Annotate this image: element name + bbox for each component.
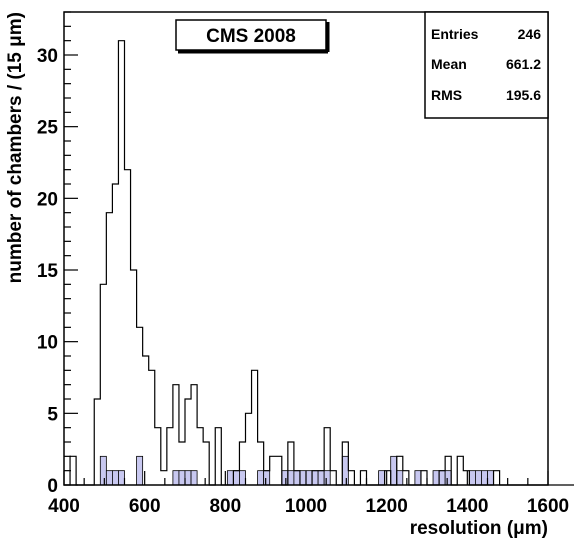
highlight-bar [263,470,271,486]
highlight-bar [112,470,119,486]
stats-entries-value: 246 [518,26,542,42]
stats-mean-value: 661.2 [506,56,541,72]
highlight-bar [184,470,192,486]
highlight-bar [438,470,446,486]
x-axis-label: resolution (μm) [410,518,548,539]
y-axis-label: number of chambers / (15 μm) [5,12,26,283]
highlight-bar [281,470,289,486]
highlight-bar [136,455,144,486]
highlight-bar [299,470,307,486]
x-tick-label: 1600 [527,496,569,517]
y-tick-label: 0 [47,476,58,497]
highlight-bar [257,470,265,486]
x-tick-label: 1400 [446,496,488,517]
stats-rms-value: 195.6 [506,87,541,103]
highlight-bar [178,470,186,486]
highlight-bar [226,470,234,486]
y-axis: 0 5 10 15 20 25 30 [37,11,78,497]
highlight-bar [118,470,125,486]
highlight-bar [311,470,319,486]
stats-box [424,11,549,119]
highlight-bar [474,470,482,486]
highlight-bar [105,470,113,486]
x-axis: 400 600 800 1000 1200 1400 1600 [48,471,569,517]
highlight-bar [396,470,404,486]
highlight-bar [390,455,398,486]
highlight-bar [481,470,488,486]
highlight-bar [378,470,386,486]
y-tick-label: 5 [47,404,58,425]
highlight-bar [468,470,476,486]
main-histogram-outline [64,40,574,486]
highlight-bar [487,470,494,486]
highlight-bar [232,470,240,486]
y-tick-label: 10 [37,333,58,354]
y-tick-label: 20 [37,189,58,210]
annotation-box [175,19,327,51]
highlight-bar [414,470,422,486]
highlight-bar [99,455,107,486]
y-tick-label: 15 [37,261,59,282]
x-tick-label: 600 [129,496,161,517]
x-tick-label: 1200 [366,496,408,517]
highlight-bar [239,470,246,486]
stats-rms-label: RMS [431,87,462,103]
annotation-text: CMS 2008 [206,26,296,47]
highlight-bar [190,470,198,486]
highlight-bar [444,470,452,486]
x-tick-label: 800 [209,496,241,517]
highlight-bar [287,470,295,486]
stats-entries-label: Entries [431,26,479,42]
highlight-bar [323,470,331,486]
highlight-bar [305,470,313,486]
highlight-bar [172,470,180,486]
highlight-bar [317,470,325,486]
highlight-bar [293,470,301,486]
y-tick-label: 25 [37,118,59,139]
stats-mean-label: Mean [431,56,467,72]
highlight-bar [341,455,349,486]
x-tick-label: 1000 [285,496,327,517]
highlight-bar [432,470,440,486]
x-tick-label: 400 [48,496,80,517]
y-tick-label: 30 [37,46,58,67]
